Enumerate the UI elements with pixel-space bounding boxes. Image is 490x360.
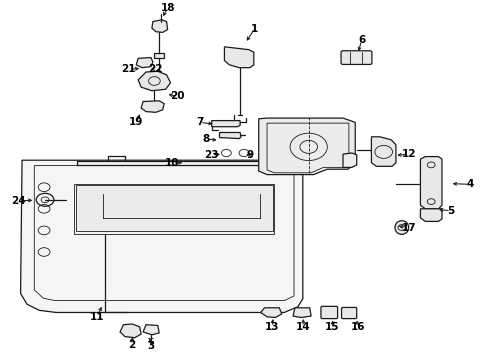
Text: 15: 15 <box>325 322 340 332</box>
Polygon shape <box>76 185 273 231</box>
FancyBboxPatch shape <box>342 307 357 319</box>
Text: 20: 20 <box>170 91 185 102</box>
Text: 4: 4 <box>466 179 474 189</box>
Text: 1: 1 <box>251 24 258 34</box>
Text: 7: 7 <box>196 117 204 127</box>
Text: 23: 23 <box>204 150 219 160</box>
Text: 6: 6 <box>358 35 365 45</box>
Polygon shape <box>120 324 141 338</box>
Polygon shape <box>138 71 171 91</box>
Text: 8: 8 <box>202 134 209 144</box>
Polygon shape <box>212 121 240 127</box>
Text: 14: 14 <box>295 322 310 332</box>
Text: 9: 9 <box>246 150 253 160</box>
Bar <box>154 53 164 58</box>
Text: 17: 17 <box>402 222 416 233</box>
Text: 18: 18 <box>160 3 175 13</box>
Polygon shape <box>136 58 153 68</box>
Polygon shape <box>259 118 355 175</box>
Text: 13: 13 <box>265 322 279 332</box>
Ellipse shape <box>395 221 409 234</box>
FancyBboxPatch shape <box>341 51 372 64</box>
Polygon shape <box>420 157 442 209</box>
Text: 24: 24 <box>11 196 26 206</box>
Text: 22: 22 <box>148 64 163 74</box>
Polygon shape <box>343 153 357 167</box>
Polygon shape <box>21 160 303 312</box>
Polygon shape <box>220 132 241 139</box>
Polygon shape <box>420 209 442 221</box>
Polygon shape <box>224 47 254 68</box>
Text: 12: 12 <box>402 149 416 159</box>
FancyBboxPatch shape <box>321 306 338 319</box>
Text: 11: 11 <box>90 312 104 322</box>
Polygon shape <box>143 325 159 335</box>
Polygon shape <box>141 101 164 112</box>
Text: 19: 19 <box>129 117 144 127</box>
Polygon shape <box>371 137 396 166</box>
Text: 2: 2 <box>128 340 135 350</box>
Text: 3: 3 <box>147 341 154 351</box>
Polygon shape <box>293 308 311 318</box>
Polygon shape <box>152 20 168 32</box>
Text: 16: 16 <box>350 322 365 332</box>
Polygon shape <box>261 308 282 318</box>
Text: 21: 21 <box>121 64 136 74</box>
Text: 5: 5 <box>447 206 454 216</box>
Text: 10: 10 <box>165 158 180 168</box>
